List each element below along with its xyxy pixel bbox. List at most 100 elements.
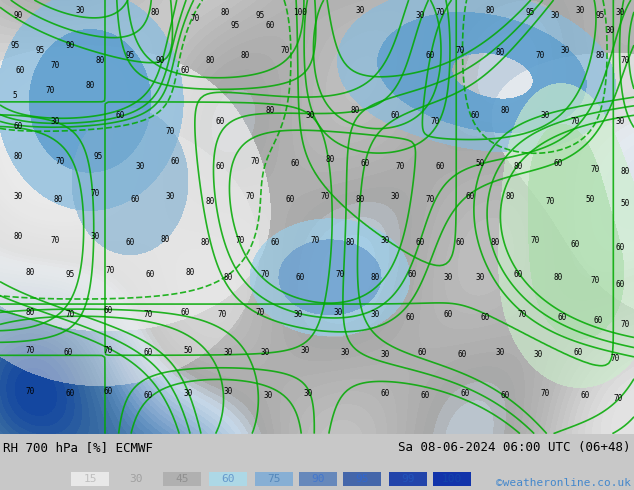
Text: 30: 30 [605,26,614,35]
Text: 60: 60 [63,348,73,358]
Text: 70: 70 [396,162,404,171]
Text: 60: 60 [266,21,275,30]
Text: 80: 80 [200,238,210,246]
Text: 30: 30 [301,346,309,355]
Text: 60: 60 [380,389,390,398]
Text: 60: 60 [126,238,134,246]
Text: 60: 60 [115,112,125,121]
Text: 30: 30 [356,5,365,15]
Text: 70: 70 [25,346,35,355]
Bar [209,472,247,486]
Text: 50: 50 [621,199,630,208]
Text: 30: 30 [333,308,342,317]
Text: 70: 70 [105,266,115,275]
Text: 60: 60 [103,306,113,315]
Text: 60: 60 [143,348,153,358]
Text: 70: 70 [621,320,630,329]
Text: 95: 95 [36,46,44,55]
Text: 70: 70 [261,270,269,279]
Text: 60: 60 [455,238,465,246]
Text: 30: 30 [616,117,624,125]
Text: 80: 80 [500,106,510,116]
Text: 60: 60 [216,162,224,171]
Text: 30: 30 [616,8,624,17]
Bar [163,472,201,486]
Text: 70: 70 [25,387,35,396]
Text: 80: 80 [25,308,35,317]
Text: 80: 80 [95,56,105,65]
Text: 60: 60 [557,313,567,322]
Text: 30: 30 [380,236,390,245]
Text: 60: 60 [425,51,435,60]
Text: 50: 50 [476,159,484,168]
Text: 60: 60 [500,391,510,400]
Text: 70: 70 [535,51,545,60]
Text: 30: 30 [91,232,100,242]
Text: 60: 60 [360,159,370,168]
Text: RH 700 hPa [%] ECMWF: RH 700 hPa [%] ECMWF [3,441,153,454]
Text: 30: 30 [533,350,543,360]
Text: 60: 60 [13,122,23,130]
Text: 30: 30 [550,11,560,20]
Text: 30: 30 [370,310,380,319]
Text: 70: 70 [165,126,174,136]
Text: 80: 80 [325,155,335,164]
Text: 70: 70 [256,308,264,317]
Text: 90: 90 [155,56,165,65]
Text: 60: 60 [131,195,139,204]
Text: 60: 60 [415,238,425,246]
Text: 75: 75 [268,474,281,484]
Text: 80: 80 [356,195,365,204]
Text: 60: 60 [290,159,300,168]
Text: 50: 50 [585,195,595,204]
Text: 60: 60 [181,66,190,75]
Text: 80: 80 [53,195,63,204]
Text: 80: 80 [495,48,505,57]
Text: 70: 70 [143,310,153,319]
Text: 80: 80 [150,8,160,17]
Text: 30: 30 [540,112,550,121]
Text: 30: 30 [263,391,273,400]
Text: 80: 80 [621,167,630,176]
Text: 30: 30 [50,117,60,125]
Text: 30: 30 [304,389,313,398]
Text: 60: 60 [405,313,415,322]
Text: 80: 80 [595,51,605,60]
Text: 30: 30 [136,162,145,171]
Text: 80: 80 [351,106,359,116]
Bar [255,472,293,486]
Text: 80: 80 [553,273,562,282]
Bar [117,472,155,486]
Text: 60: 60 [457,350,467,360]
Text: 70: 70 [245,192,255,201]
Text: 60: 60 [143,391,153,400]
Text: 30: 30 [576,5,585,15]
Text: 80: 80 [221,8,230,17]
Text: ©weatheronline.co.uk: ©weatheronline.co.uk [496,478,631,488]
Text: 60: 60 [103,387,113,396]
Text: 80: 80 [266,106,275,116]
Text: 60: 60 [171,157,179,166]
Text: 80: 80 [185,268,195,277]
Text: 45: 45 [175,474,189,484]
Text: 60: 60 [408,270,417,279]
Text: 70: 70 [50,236,60,245]
Text: 60: 60 [15,66,25,75]
Text: 60: 60 [420,391,430,400]
Text: 60: 60 [417,348,427,358]
Text: 30: 30 [129,474,143,484]
Text: 80: 80 [486,5,495,15]
Text: 70: 70 [430,117,439,125]
Text: 30: 30 [13,192,23,201]
Bar [433,472,471,486]
Text: 60: 60 [145,270,155,279]
Text: 30: 30 [306,112,314,121]
Text: 95: 95 [93,152,103,161]
Text: 95: 95 [10,41,20,50]
Text: 80: 80 [223,273,233,282]
Bar [343,472,381,486]
Text: 80: 80 [240,51,250,60]
Text: 80: 80 [346,238,354,246]
Text: 90: 90 [65,41,75,50]
Text: 30: 30 [495,348,505,358]
